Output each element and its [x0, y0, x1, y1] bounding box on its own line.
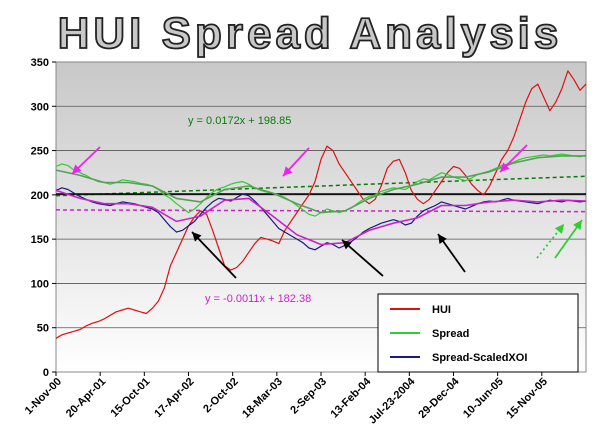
x-tick-label: 15-Nov-05: [504, 376, 550, 422]
chart-title: HUI Spread Analysis: [58, 9, 563, 58]
x-tick-label: 2-Sep-03: [288, 376, 329, 417]
legend: HUI Spread Spread-ScaledXOI: [377, 293, 579, 373]
annotation-arrowhead: [72, 164, 82, 174]
trendline: [55, 209, 587, 213]
annotation-arrowhead: [573, 220, 582, 230]
annotation-arrows: [71, 144, 583, 279]
trendlines: [55, 175, 587, 213]
y-tick-label: 300: [31, 101, 49, 113]
y-tick-label: 250: [31, 146, 49, 158]
trend-equation-spread: y = 0.0172x + 198.85: [188, 115, 291, 127]
y-tick-label: 50: [37, 323, 49, 335]
x-tick-label: 15-Oct-01: [109, 376, 153, 420]
annotation-arrow: [341, 239, 384, 277]
x-tick-label: 17-Apr-02: [152, 376, 196, 420]
series-line-4: [55, 155, 586, 214]
x-tick-label: 20-Apr-01: [64, 376, 108, 420]
y-tick-label: 200: [31, 190, 49, 202]
x-axis: 1-Nov-00 20-Apr-01 15-Oct-01 17-Apr-02 2-Oct…: [23, 372, 550, 427]
annotation-arrowhead: [500, 162, 510, 172]
x-tick-label: 1-Nov-00: [23, 376, 64, 417]
annotation-arrowhead: [342, 240, 352, 250]
annotation-arrowhead: [554, 224, 564, 234]
y-tick-label: 350: [31, 57, 49, 69]
annotation-arrowhead: [438, 234, 447, 244]
y-tick-label: 100: [31, 278, 49, 290]
legend-label-spread: Spread: [432, 328, 469, 340]
x-tick-label: Jul-23-2004: [367, 375, 418, 426]
y-tick-label: 150: [31, 234, 49, 246]
annotation-arrowhead: [283, 166, 293, 176]
trend-equation-scaled: y = -0.0011x + 182.38: [205, 293, 311, 305]
y-tick-label: 0: [43, 367, 49, 379]
trendline: [55, 175, 587, 197]
x-tick-label: 29-Dec-04: [416, 375, 462, 421]
x-tick-label: 10-Jun-05: [461, 376, 506, 421]
x-tick-label: 2-Oct-02: [201, 376, 241, 416]
y-axis: 0 50 100 150 200 250 300 350: [31, 57, 56, 379]
legend-label-hui: HUI: [432, 304, 451, 316]
annotation-arrow: [191, 231, 237, 279]
series-lines: [55, 70, 587, 339]
x-tick-label: 18-Mar-03: [240, 376, 285, 421]
series-line-5: [55, 189, 587, 246]
annotation-arrowhead: [192, 232, 202, 242]
legend-label-scaled: Spread-ScaledXOI: [432, 352, 527, 364]
x-tick-label: 13-Feb-04: [328, 375, 373, 420]
